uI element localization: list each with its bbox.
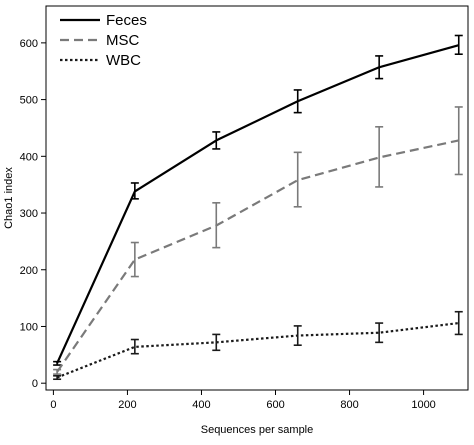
y-tick-label: 300: [20, 208, 38, 220]
legend-label: WBC: [106, 52, 141, 69]
series-group: [53, 34, 463, 381]
legend: Feces MSC WBC: [60, 12, 147, 69]
y-tick-label: 200: [20, 265, 38, 277]
x-tick-label: 800: [340, 399, 358, 411]
y-tick-label: 600: [20, 38, 38, 50]
series-msc: [53, 106, 463, 375]
legend-label: MSC: [106, 32, 140, 49]
series-line-feces: [56, 44, 460, 364]
legend-label: Feces: [106, 12, 147, 29]
x-tick-label: 200: [118, 399, 136, 411]
series-line-msc: [56, 139, 459, 373]
series-feces: [53, 34, 463, 366]
series-wbc: [53, 310, 463, 381]
x-tick-label: 600: [266, 399, 284, 411]
axes: 0 200 400 600 800 1000 0 100 200 300 400 500 600: [20, 38, 436, 411]
y-tick-label: 500: [20, 95, 38, 107]
x-tick-label: 1000: [411, 399, 435, 411]
y-tick-label: 400: [20, 151, 38, 163]
y-tick-label: 0: [32, 378, 38, 390]
y-axis-title: Chao1 index: [3, 167, 15, 229]
x-axis-title: Sequences per sample: [201, 424, 314, 436]
y-tick-label: 100: [20, 321, 38, 333]
series-line-wbc: [56, 321, 459, 379]
x-tick-label: 0: [50, 399, 56, 411]
plot-frame: [45, 5, 469, 391]
x-tick-label: 400: [192, 399, 210, 411]
